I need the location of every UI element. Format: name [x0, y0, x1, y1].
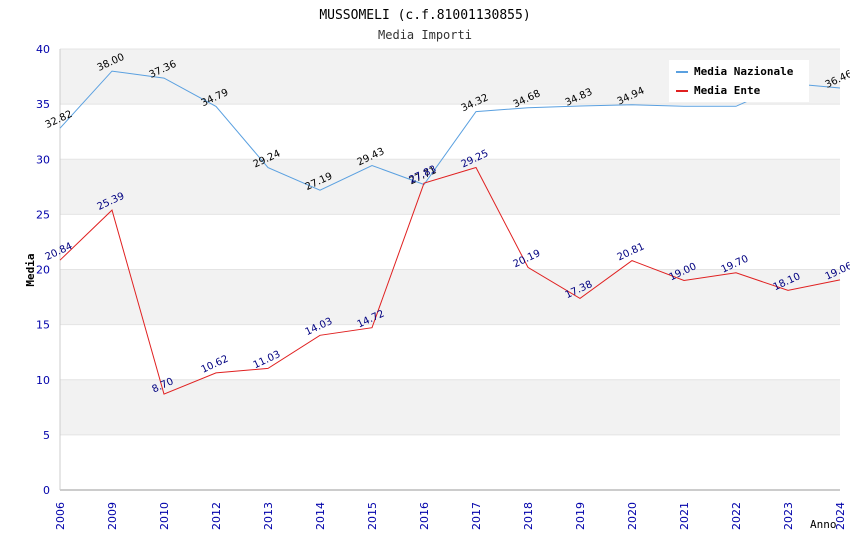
x-tick-label: 2010 — [158, 502, 171, 530]
x-tick-label: 2022 — [730, 502, 743, 530]
x-tick-labels: 2006 2009 2010 2012 2013 2014 2015 2016 2017 2018… — [54, 502, 847, 530]
x-tick-label: 2021 — [678, 502, 691, 530]
background-band — [60, 324, 840, 380]
series-lines — [59, 70, 841, 395]
background-band — [60, 159, 840, 215]
y-tick-label: 10 — [36, 374, 50, 387]
legend-label-media-ente: Media Ente — [694, 84, 761, 97]
background-band — [60, 379, 840, 435]
x-tick-label: 2017 — [470, 502, 483, 530]
x-tick-label: 2020 — [626, 502, 639, 530]
y-tick-label: 20 — [36, 264, 50, 277]
background-band — [60, 214, 840, 270]
axes — [59, 49, 840, 491]
x-tick-label: 2015 — [366, 502, 379, 530]
y-tick-label: 25 — [36, 208, 50, 221]
background-bands — [60, 49, 840, 490]
x-tick-label: 2006 — [54, 502, 67, 530]
legend-label-media-nazionale: Media Nazionale — [694, 65, 794, 78]
background-band — [60, 104, 840, 160]
x-tick-label: 2013 — [262, 502, 275, 530]
x-tick-label: 2023 — [782, 502, 795, 530]
y-tick-label: 0 — [43, 484, 50, 497]
x-tick-label: 2012 — [210, 502, 223, 530]
chart-title: MUSSOMELI (c.f.81001130855) — [319, 8, 530, 23]
x-tick-label: 2019 — [574, 502, 587, 530]
y-tick-label: 35 — [36, 98, 50, 111]
legend-box — [669, 60, 809, 102]
x-axis-title: Anno — [810, 518, 837, 531]
y-tick-label: 30 — [36, 153, 50, 166]
chart-subtitle: Media Importi — [378, 28, 472, 42]
x-tick-label: 2014 — [314, 502, 327, 530]
series-line-media-nazionale — [59, 70, 841, 191]
y-tick-label: 15 — [36, 319, 50, 332]
series-line-media-ente — [59, 166, 841, 395]
x-tick-label: 2018 — [522, 502, 535, 530]
y-axis-title: Media — [24, 253, 37, 286]
x-tick-label: 2009 — [106, 502, 119, 530]
x-tick-label: 2024 — [834, 502, 847, 530]
y-tick-label: 40 — [36, 43, 50, 56]
background-band — [60, 434, 840, 490]
x-tick-label: 2016 — [418, 502, 431, 530]
background-band — [60, 269, 840, 325]
legend: Media Nazionale Media Ente — [669, 60, 809, 102]
y-tick-labels: 0 5 10 15 20 25 30 35 40 — [36, 43, 50, 497]
y-tick-label: 5 — [43, 429, 50, 442]
